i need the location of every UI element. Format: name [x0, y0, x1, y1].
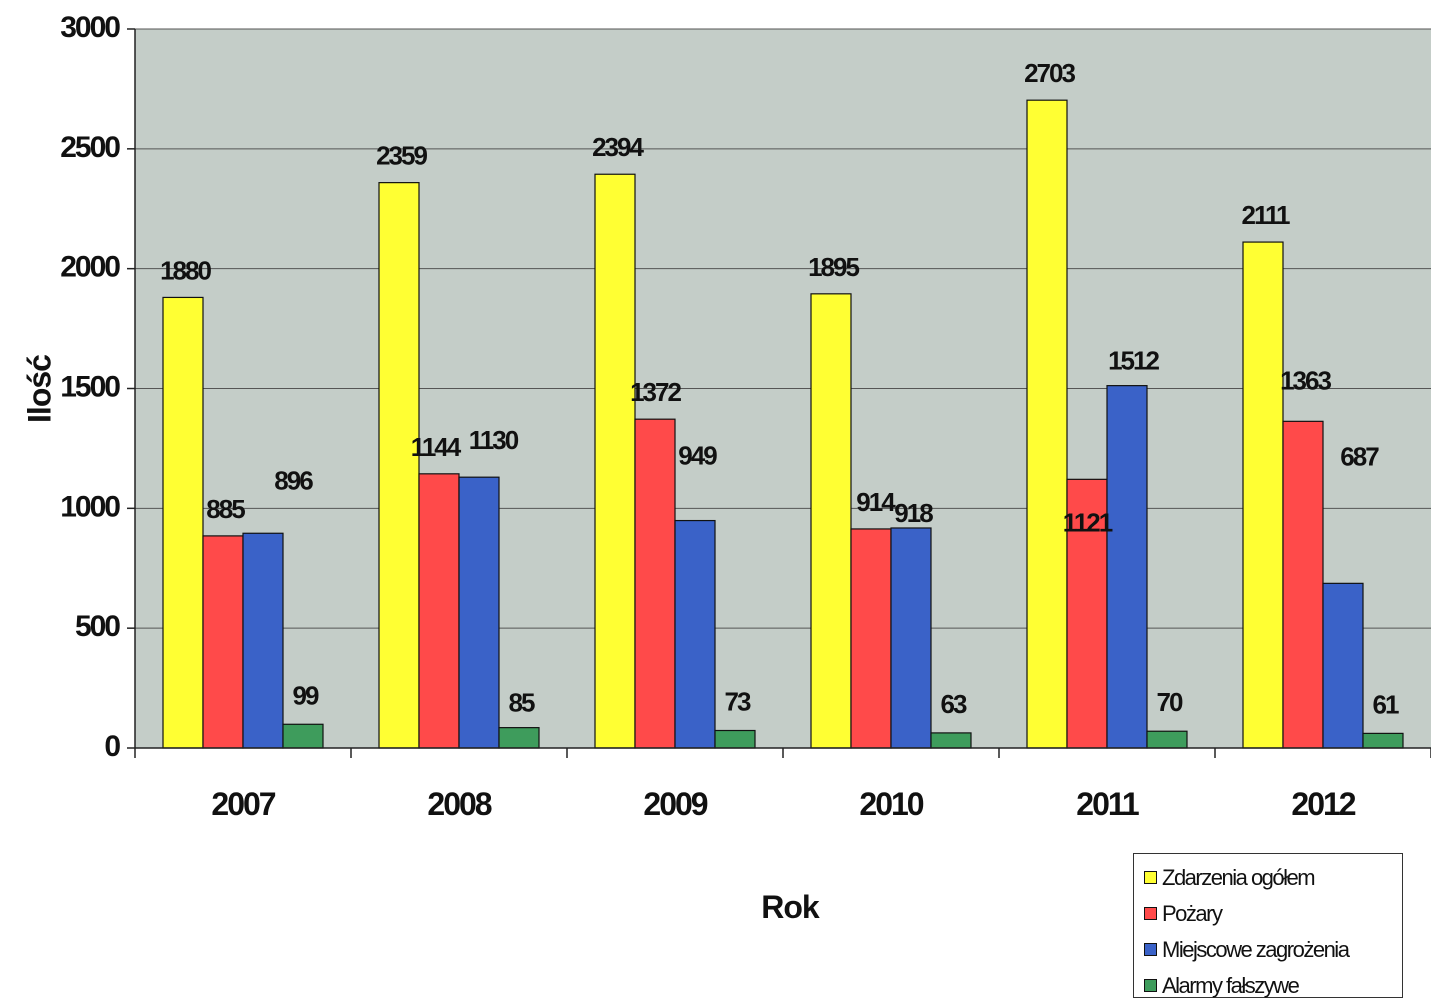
bar: [1242, 241, 1284, 749]
x-axis-title: Rok: [761, 889, 820, 925]
bar: [714, 729, 756, 749]
bar: [1106, 385, 1148, 749]
x-tick-label: 2007: [211, 786, 275, 822]
data-label: 885: [206, 494, 245, 524]
legend-swatch: [1144, 871, 1157, 884]
bar: [850, 528, 892, 749]
bar: [890, 527, 932, 749]
x-tick-label: 2012: [1291, 786, 1355, 822]
data-label: 61: [1373, 689, 1399, 719]
bar: [674, 519, 716, 749]
data-label: 2394: [592, 132, 644, 162]
legend-label: Zdarzenia ogółem: [1162, 865, 1316, 890]
data-label: 1144: [411, 432, 462, 462]
legend-label: Miejscowe zagrożenia: [1162, 937, 1350, 962]
data-label: 1895: [808, 252, 859, 282]
bar: [162, 296, 204, 749]
bar: [1146, 730, 1188, 749]
x-axis: 2007 2008 2009 2010 2011 2012: [134, 747, 1431, 822]
legend-item: Pożary: [1144, 896, 1402, 932]
x-tick-label: 2010: [859, 786, 923, 822]
bar: [202, 535, 244, 749]
data-label: 1880: [160, 255, 211, 285]
y-tick-label: 3000: [60, 11, 120, 44]
data-label: 1121: [1063, 507, 1113, 537]
bar: [1026, 99, 1068, 749]
data-label: 1372: [630, 377, 681, 407]
y-axis: 0 500 1000 1500 2000 2500 3000: [60, 11, 136, 763]
y-tick-label: 2500: [60, 131, 120, 164]
bar: [634, 418, 676, 749]
y-tick-label: 1000: [60, 490, 120, 523]
legend-item: Miejscowe zagrożenia: [1144, 932, 1402, 968]
data-label: 2111: [1242, 200, 1291, 230]
y-tick-label: 2000: [60, 251, 120, 284]
x-tick-label: 2011: [1076, 786, 1139, 822]
legend-swatch: [1144, 979, 1157, 992]
data-label: 1130: [469, 425, 519, 455]
bar: [594, 173, 636, 749]
data-label: 1363: [1280, 365, 1331, 395]
bar: [242, 532, 284, 749]
y-tick-label: 0: [104, 730, 120, 763]
data-label: 1512: [1108, 346, 1159, 376]
data-label: 896: [274, 465, 313, 495]
data-labels: 1880 2359 2394 1895 2703 2111 885 1144 1372 914 11…: [160, 58, 1401, 719]
bar: [1362, 732, 1404, 749]
data-label: 70: [1157, 687, 1183, 717]
data-label: 63: [941, 689, 967, 719]
data-label: 914: [856, 487, 896, 517]
legend-label: Pożary: [1162, 901, 1223, 926]
bar: [930, 732, 972, 749]
data-label: 73: [725, 687, 751, 717]
gridlines: [135, 28, 1431, 629]
data-label: 2359: [376, 141, 427, 171]
bar: [282, 723, 324, 749]
legend-item: Alarmy fałszywe: [1144, 968, 1402, 1004]
bars: [162, 99, 1404, 749]
data-label: 949: [678, 441, 717, 471]
bar: [498, 727, 540, 749]
bar: [458, 476, 500, 749]
legend-label: Alarmy fałszywe: [1162, 973, 1300, 998]
x-tick-label: 2009: [643, 786, 707, 822]
y-tick-label: 500: [75, 610, 120, 643]
bar: [418, 473, 460, 749]
data-label: 2703: [1024, 58, 1075, 88]
y-axis-title: Ilość: [21, 355, 57, 423]
bar: [1066, 478, 1108, 749]
legend-item: Zdarzenia ogółem: [1144, 860, 1402, 896]
data-label: 687: [1340, 441, 1379, 471]
y-tick-label: 1500: [60, 370, 120, 403]
data-label: 918: [894, 498, 933, 528]
bar: [810, 293, 852, 749]
legend-swatch: [1144, 907, 1157, 920]
bar: [1282, 420, 1324, 749]
bar: [378, 182, 420, 749]
x-tick-label: 2008: [427, 786, 491, 822]
data-label: 85: [509, 688, 535, 718]
data-label: 99: [293, 680, 319, 710]
legend-swatch: [1144, 943, 1157, 956]
bar: [1322, 582, 1364, 749]
legend: Zdarzenia ogółem Pożary Miejscowe zagrożen…: [1133, 853, 1403, 998]
